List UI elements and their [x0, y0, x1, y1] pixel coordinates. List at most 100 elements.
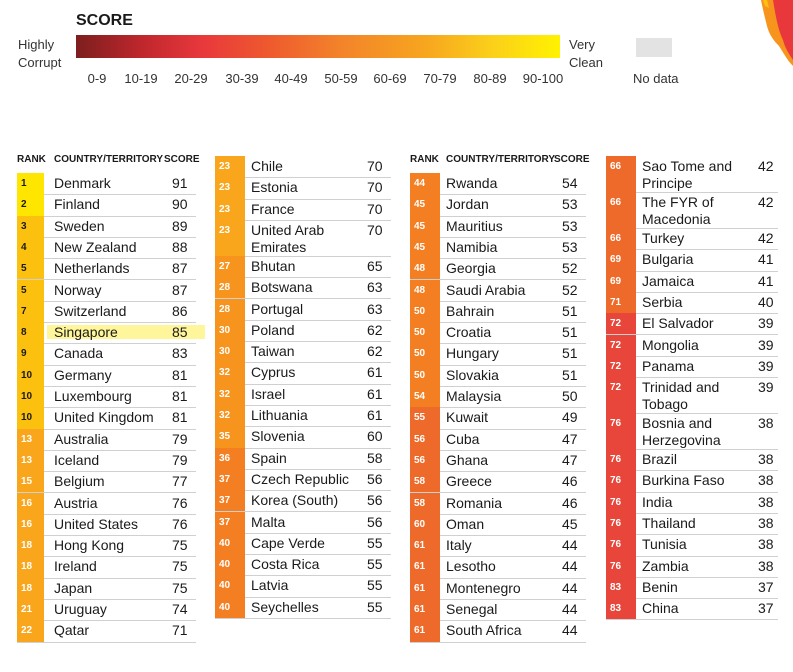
table-row: 10 United Kingdom 81	[17, 407, 196, 430]
rank-cell: 54	[410, 386, 440, 408]
rank-cell: 22	[17, 620, 44, 642]
rank-cell: 37	[215, 511, 245, 533]
country-cell: Estonia	[251, 179, 298, 196]
rank-cell: 61	[410, 599, 440, 621]
table-row: 56 Cuba 47	[410, 428, 586, 451]
country-cell: Malaysia	[446, 388, 502, 404]
scale-tick-label: 90-100	[522, 71, 564, 86]
country-cell: Romania	[446, 494, 503, 511]
country-cell: Slovenia	[251, 428, 305, 445]
rank-cell: 1	[17, 173, 44, 195]
country-cell: Georgia	[446, 260, 496, 277]
rank-cell: 48	[410, 258, 440, 280]
score-cell: 42	[758, 230, 774, 246]
score-cell: 70	[367, 179, 383, 196]
score-cell: 87	[172, 281, 188, 298]
country-cell: Taiwan	[251, 343, 295, 360]
score-cell: 61	[367, 407, 383, 423]
rank-cell: 23	[215, 219, 245, 256]
rank-cell: 18	[17, 577, 44, 599]
table-row: 40 Latvia 55	[215, 575, 391, 598]
table-row: 9 Canada 83	[17, 343, 196, 366]
score-cell: 51	[562, 366, 578, 383]
rank-cell: 76	[606, 534, 636, 556]
country-cell: China	[642, 600, 679, 617]
very-clean-label: Very Clean	[569, 37, 603, 70]
score-cell: 46	[562, 494, 578, 511]
rank-cell: 23	[215, 177, 245, 199]
country-cell: France	[251, 200, 295, 217]
table-row: 76 Brazil 38	[606, 449, 778, 472]
country-cell: Mauritius	[446, 217, 503, 234]
score-cell: 56	[367, 513, 383, 530]
table-row: 13 Australia 79	[17, 428, 196, 451]
table-row: 69 Bulgaria 41	[606, 249, 778, 272]
country-cell: Greece	[446, 473, 492, 490]
rank-cell: 61	[410, 556, 440, 578]
country-cell: Finland	[54, 196, 100, 213]
table-row: 30 Taiwan 62	[215, 341, 391, 364]
table-row: 61 South Africa 44	[410, 620, 586, 643]
country-cell: Sweden	[54, 217, 105, 234]
score-cell: 38	[758, 515, 774, 531]
country-cell: Jamaica	[642, 272, 695, 289]
country-cell: Costa Rica	[251, 556, 320, 573]
rank-cell: 44	[410, 173, 440, 195]
country-cell: Seychelles	[251, 598, 319, 615]
score-cell: 75	[172, 558, 188, 575]
rank-cell: 7	[17, 300, 44, 323]
rank-cell: 50	[410, 322, 440, 344]
score-cell: 81	[172, 366, 188, 383]
rank-cell: 72	[606, 377, 636, 414]
table-row: 35 Slovenia 60	[215, 426, 391, 449]
country-cell: Poland	[251, 321, 295, 338]
score-cell: 44	[562, 558, 578, 575]
rank-cell: 21	[17, 599, 44, 621]
score-cell: 52	[562, 260, 578, 277]
country-cell: Zambia	[642, 557, 689, 574]
rank-cell: 37	[215, 468, 245, 491]
rank-cell: 37	[215, 490, 245, 512]
rank-cell: 18	[17, 535, 44, 557]
rank-cell: 10	[17, 364, 44, 386]
table-row: 66 Turkey 42	[606, 228, 778, 251]
table-row: 66 The FYR of Macedonia 42	[606, 192, 778, 229]
country-cell: Latvia	[251, 577, 289, 594]
rank-cell: 61	[410, 620, 440, 642]
table-row: 18 Hong Kong 75	[17, 535, 196, 558]
country-cell: Botswana	[251, 279, 313, 296]
country-cell: South Africa	[446, 622, 522, 639]
country-cell: Ghana	[446, 451, 489, 468]
rank-cell: 58	[410, 492, 440, 514]
table-row: 45 Namibia 53	[410, 236, 586, 260]
score-cell: 74	[172, 601, 188, 617]
country-cell: Iceland	[54, 451, 100, 468]
country-cell: Spain	[251, 449, 287, 466]
score-cell: 85	[172, 324, 188, 341]
table-row: 16 United States 76	[17, 513, 196, 537]
score-cell: 76	[172, 515, 188, 532]
score-cell: 42	[758, 158, 774, 174]
table-row: 54 Malaysia 50	[410, 386, 586, 409]
rank-cell: 66	[606, 192, 636, 228]
country-cell: Saudi Arabia	[446, 281, 526, 298]
country-cell: Oman	[446, 515, 485, 532]
rank-cell: 72	[606, 313, 636, 335]
rank-cell: 5	[17, 279, 44, 301]
no-data-label: No data	[633, 71, 679, 86]
table-row: 55 Kuwait 49	[410, 407, 586, 430]
score-cell: 37	[758, 578, 774, 595]
score-cell: 45	[562, 515, 578, 532]
scale-tick-label: 10-19	[124, 71, 158, 86]
score-cell: 44	[562, 622, 578, 639]
rank-cell: 45	[410, 215, 440, 237]
rank-cell: 61	[410, 535, 440, 557]
table-row: 10 Luxembourg 81	[17, 386, 196, 409]
country-header: COUNTRY/TERRITORY	[54, 154, 164, 165]
score-cell: 81	[172, 409, 188, 426]
rank-cell: 3	[17, 215, 44, 237]
score-cell: 55	[367, 598, 383, 615]
country-cell: India	[642, 493, 673, 510]
table-row: 76 Bosnia and Herzegovina 38	[606, 413, 778, 451]
table-row: 10 Germany 81	[17, 364, 196, 387]
